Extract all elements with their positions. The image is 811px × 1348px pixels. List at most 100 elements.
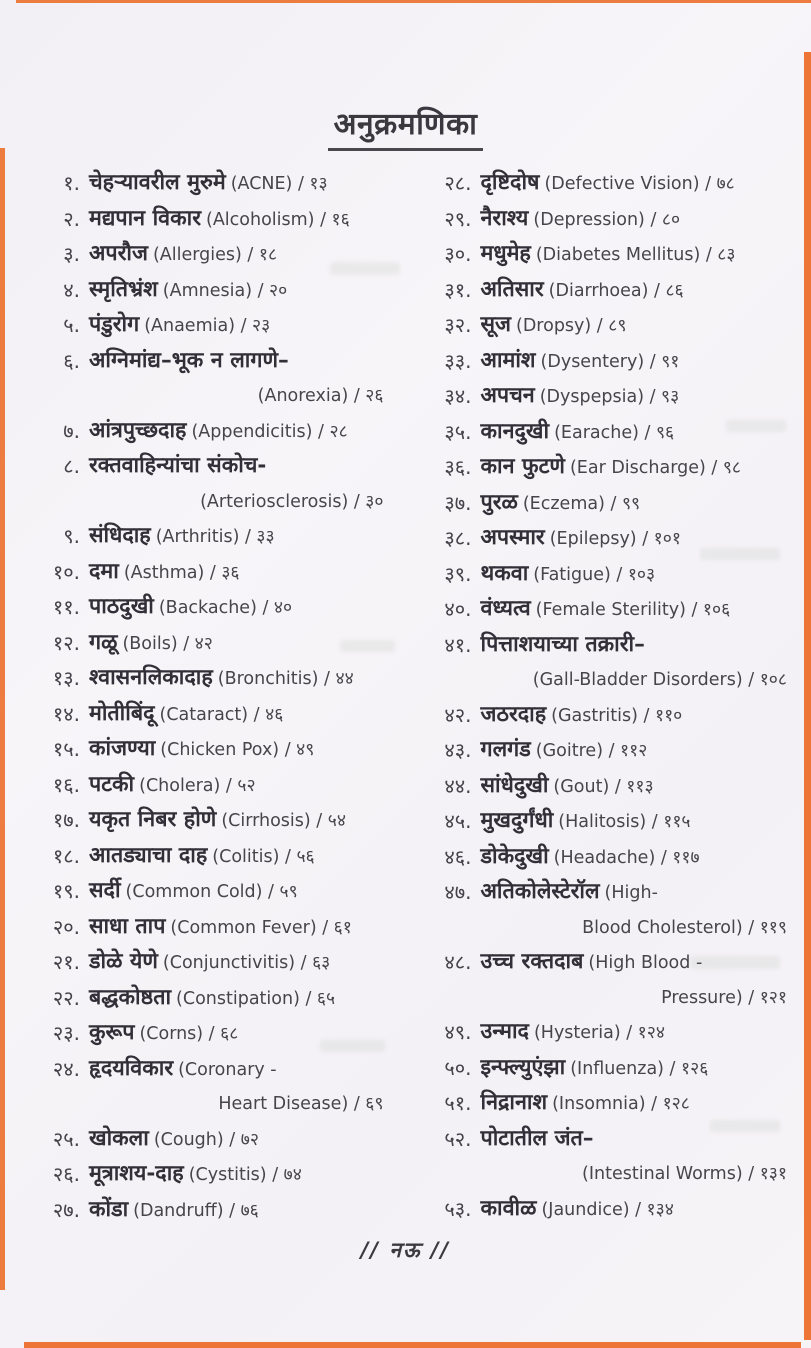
toc-entry-number: २७. — [52, 1197, 80, 1222]
toc-entry-number: ४३. — [444, 738, 472, 762]
toc-entry-marathi-name: पंडुरोग — [89, 312, 140, 337]
toc-entry: ४२. जठरदाह (Gastritis) / ११० — [420, 698, 804, 734]
toc-entry-number: ५१. — [444, 1091, 472, 1115]
toc-entry-marathi-name: अग्निमांद्य–भूक न लागणे– — [89, 347, 289, 373]
toc-entry-english-and-page: (Influenza) / १२६ — [570, 1058, 709, 1079]
bleed-through-artifact — [710, 1120, 780, 1132]
toc-column-right: २८. दृष्टिदोष (Defective Vision) / ७८ २९. नै… — [412, 166, 804, 1228]
toc-entry-english-and-page: (Insomnia) / १२८ — [552, 1094, 690, 1114]
toc-entry: २९. नैराश्य (Depression) / ८० — [420, 202, 804, 238]
toc-entry-number: ४०. — [444, 597, 472, 621]
toc-entry-english-and-page: (Dyspepsia) / ९३ — [539, 387, 680, 407]
toc-entry-english-and-page: (Fatigue) / १०३ — [533, 564, 656, 585]
toc-entry-marathi-name: स्मृतिभ्रंश — [89, 276, 158, 302]
toc-entry: १५. कांजण्या (Chicken Pox) / ४९ — [28, 732, 412, 768]
toc-entry-english-and-page: (Dysentery) / ९१ — [540, 351, 680, 372]
toc-entry-marathi-name: पटकी — [89, 771, 135, 797]
toc-entry: ४०. वंध्यत्व (Female Sterility) / १०६ — [420, 592, 804, 628]
toc-entry-number: ३५. — [444, 419, 472, 444]
toc-entry-number: २. — [63, 206, 80, 231]
toc-entry-marathi-name: गलगंड — [480, 737, 531, 762]
toc-entry: ४१. पित्ताशयाच्या तक्रारी– (Gall-Bladder D… — [420, 628, 804, 698]
toc-entry: २०. साधा ताप (Common Fever) / ६१ — [28, 910, 412, 946]
toc-entry-english-and-page: (Gout) / ११३ — [553, 776, 654, 797]
toc-entry-number: ४९. — [444, 1020, 472, 1044]
toc-entry-marathi-name: निद्रानाश — [480, 1090, 548, 1115]
toc-entry: १३. श्वासनलिकादाह (Bronchitis) / ४४ — [28, 661, 412, 697]
toc-entry-number: १८. — [52, 843, 80, 868]
toc-entry-number: ४७. — [444, 880, 472, 904]
toc-entry: १०. दमा (Asthma) / ३६ — [28, 555, 412, 591]
toc-entry-english-and-page: (Hysteria) / १२४ — [533, 1023, 665, 1043]
toc-entry-english-and-page: (Eczema) / ९९ — [522, 493, 641, 514]
toc-entry-number: ४. — [63, 277, 80, 302]
toc-entry-marathi-name: कावीळ — [480, 1195, 537, 1221]
toc-entry-marathi-name: संधिदाह — [89, 523, 151, 548]
toc-entry: २३. कुरूप (Corns) / ६८ — [28, 1016, 412, 1052]
toc-entry-marathi-name: कानदुखी — [480, 418, 550, 444]
toc-entry-marathi-name: रक्तवाहिन्यांचा संकोच- — [89, 453, 267, 478]
toc-entry-marathi-name: हृदयविकार — [89, 1055, 174, 1081]
toc-entry-marathi-name: वंध्यत्व — [480, 596, 531, 621]
toc-entry-marathi-name: अपरौज — [89, 241, 148, 266]
toc-entry-english-and-page: (Dandruff) / ७६ — [133, 1200, 259, 1221]
toc-entry-english-and-page: (Cirrhosis) / ५४ — [221, 811, 346, 831]
toc-entry-marathi-name: नैराश्य — [480, 205, 529, 231]
toc-entry-marathi-name: पुरळ — [480, 489, 518, 515]
toc-entry-english-and-page: (Constipation) / ६५ — [176, 988, 336, 1009]
toc-entry-english-and-page: (Asthma) / ३६ — [123, 562, 240, 583]
toc-entry-marathi-name: यकृत निबर होणे — [89, 807, 217, 832]
toc-entry-marathi-name: थकवा — [480, 560, 529, 586]
toc-entry: ५१. निद्रानाश (Insomnia) / १२८ — [420, 1086, 804, 1122]
toc-entry-continuation-line: (Anorexia) / २६ — [257, 386, 384, 406]
toc-entry-marathi-name: मोतीबिंदू — [89, 700, 155, 726]
book-edge-left — [0, 148, 5, 1290]
toc-entry-number: ४४. — [444, 773, 472, 798]
toc-entry: ३४. अपचन (Dyspepsia) / ९३ — [420, 379, 804, 415]
toc-entry: २५. खोकला (Cough) / ७२ — [28, 1122, 412, 1158]
toc-entry-marathi-name: डोळे येणे — [89, 949, 158, 974]
toc-entry-number: १६. — [52, 772, 80, 797]
toc-entry-number: ४६. — [444, 844, 472, 869]
toc-entry-english-and-page: (Arthritis) / ३३ — [155, 527, 275, 547]
toc-entry-marathi-name: श्वासनलिकादाह — [89, 665, 213, 690]
toc-entry-english-and-page: (Appendicitis) / २८ — [191, 421, 348, 442]
toc-entry: २६. मूत्राशय-दाह (Cystitis) / ७४ — [28, 1157, 412, 1193]
toc-entry: ११. पाठदुखी (Backache) / ४० — [28, 590, 412, 626]
toc-entry: २४. हृदयविकार (Coronary - Heart Disease) / … — [28, 1052, 412, 1122]
toc-column-left: १. चेहऱ्यावरील मुरुमे (ACNE) / १३ २. मद्यपान… — [28, 166, 412, 1228]
toc-entry: ७. आंत्रपुच्छदाह (Appendicitis) / २८ — [28, 414, 412, 450]
toc-entry-number: ३. — [63, 242, 80, 266]
toc-entry: ६. अग्निमांद्य–भूक न लागणे– (Anorexia) / २… — [28, 344, 412, 414]
toc-entry-english-and-page: (Backache) / ४० — [158, 598, 293, 618]
toc-entry: २१. डोळे येणे (Conjunctivitis) / ६३ — [28, 945, 412, 981]
toc-entry-marathi-name: मुखदुर्गंधी — [480, 808, 554, 833]
toc-entry-continuation-line: (Intestinal Worms) / १३१ — [582, 1164, 787, 1184]
toc-entry-number: २६. — [52, 1162, 80, 1186]
toc-entry-number: १९. — [52, 879, 80, 903]
toc-entry-marathi-name: सर्दी — [89, 878, 121, 903]
toc-entry-number: ३४. — [444, 384, 472, 408]
toc-entry-number: १५. — [52, 737, 80, 761]
toc-entry-english-and-page: (Chicken Pox) / ४९ — [160, 740, 315, 760]
toc-entry: ५३. कावीळ (Jaundice) / १३४ — [420, 1192, 804, 1228]
toc-entry: ३१. अतिसार (Diarrhoea) / ८६ — [420, 273, 804, 309]
toc-entry-english-and-page: (ACNE) / १३ — [230, 174, 328, 194]
toc-entry-english-and-page: (Jaundice) / १३४ — [541, 1199, 674, 1220]
toc-entry-number: २०. — [52, 914, 80, 939]
bleed-through-artifact — [690, 956, 780, 969]
toc-entry-marathi-name: कुरूप — [89, 1020, 135, 1045]
toc-entry-marathi-name: कोंडा — [89, 1196, 129, 1222]
toc-entry-number: २१. — [52, 950, 80, 974]
toc-entry-english-and-page: (Cholera) / ५२ — [139, 775, 256, 796]
page-title: अनुक्रमणिका — [327, 102, 484, 151]
toc-entry-number: २८. — [444, 171, 472, 195]
toc-entry-marathi-name: उन्माद — [480, 1019, 529, 1044]
toc-entry-marathi-name: जठरदाह — [480, 701, 547, 727]
toc-entry-marathi-name: आंत्रपुच्छदाह — [89, 417, 187, 443]
toc-entry-marathi-name: दमा — [89, 558, 119, 584]
toc-entry-english-and-page: (Halitosis) / ११५ — [558, 812, 691, 832]
toc-entry-marathi-name: दृष्टिदोष — [480, 170, 540, 195]
toc-entry-english-and-page: (High- — [604, 883, 658, 903]
toc-entry-number: ४२. — [444, 702, 472, 727]
